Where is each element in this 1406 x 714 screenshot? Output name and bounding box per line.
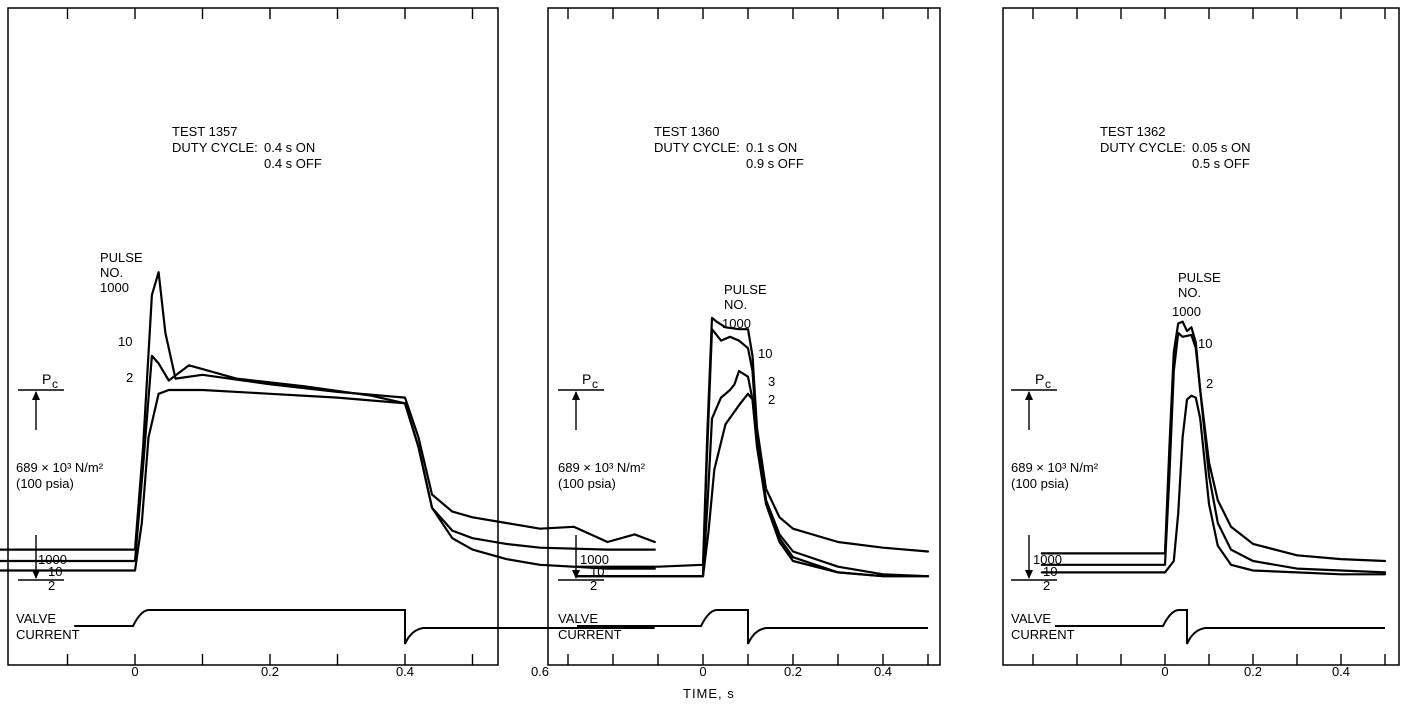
peak-label-3: 3 — [768, 374, 775, 389]
scale-label-si: 689 × 10³ N/m² — [558, 460, 646, 475]
pulse-header-line2: NO. — [1178, 285, 1201, 300]
scale-label-si: 689 × 10³ N/m² — [1011, 460, 1099, 475]
pc-arrowhead-up — [1025, 391, 1033, 400]
shared-xlabel: TIME, s — [683, 686, 735, 701]
pulse-header-line1: PULSE — [100, 250, 143, 265]
trace-pulse-2 — [1040, 394, 1387, 576]
peak-label-10: 10 — [758, 346, 772, 361]
valve-label-line2: CURRENT — [558, 627, 622, 642]
pc-arrowhead-up — [572, 391, 580, 400]
pc-arrowhead-up — [32, 391, 40, 400]
baseline-label-10: 10 — [1043, 564, 1057, 579]
valve-current-trace — [577, 609, 928, 645]
baseline-label-1000: 1000 — [1033, 552, 1062, 567]
trace-pulse-2 — [575, 392, 930, 578]
baseline-label-10: 10 — [590, 564, 604, 579]
trace-pulse-10 — [575, 328, 930, 578]
baseline-label-2: 2 — [48, 578, 55, 593]
panel-frame — [7, 7, 499, 666]
duty-on-label: 0.05 s ON — [1192, 140, 1251, 155]
trace-pulse-3 — [575, 369, 930, 578]
pc-label: P — [582, 371, 591, 387]
trace-pulse-10 — [0, 354, 656, 563]
pc-subscript: c — [592, 377, 598, 391]
x-tick-label: 0.4 — [1332, 664, 1350, 679]
pc-arrowhead-down — [1025, 570, 1033, 579]
pc-subscript: c — [52, 377, 58, 391]
test-label: TEST 1362 — [1100, 124, 1166, 139]
baseline-label-1000: 1000 — [580, 552, 609, 567]
x-tick-label: 0 — [131, 664, 138, 679]
x-tick-label: 0.6 — [531, 664, 549, 679]
scale-label-psia: (100 psia) — [1011, 476, 1069, 491]
duty-off-label: 0.4 s OFF — [264, 156, 322, 171]
scale-label-psia: (100 psia) — [558, 476, 616, 491]
pulse-header-line1: PULSE — [724, 282, 767, 297]
scale-label-si: 689 × 10³ N/m² — [16, 460, 104, 475]
peak-label-10: 10 — [118, 334, 132, 349]
pulse-header-line2: NO. — [724, 297, 747, 312]
valve-label-line1: VALVE — [1011, 611, 1051, 626]
pc-label: P — [1035, 371, 1044, 387]
valve-label-line2: CURRENT — [1011, 627, 1075, 642]
peak-label-1000: 1000 — [1172, 304, 1201, 319]
duty-off-label: 0.9 s OFF — [746, 156, 804, 171]
x-tick-label: 0.2 — [261, 664, 279, 679]
x-tick-label: 0.4 — [874, 664, 892, 679]
baseline-label-10: 10 — [48, 564, 62, 579]
trace-pulse-2 — [0, 388, 656, 572]
duty-off-label: 0.5 s OFF — [1192, 156, 1250, 171]
peak-label-1000: 1000 — [100, 280, 129, 295]
x-tick-label: 0.2 — [1244, 664, 1262, 679]
panel-frame — [547, 7, 941, 666]
valve-label-line1: VALVE — [558, 611, 598, 626]
x-tick-label: 0.2 — [784, 664, 802, 679]
duty-on-label: 0.4 s ON — [264, 140, 315, 155]
pc-arrowhead-down — [32, 570, 40, 579]
baseline-label-1000: 1000 — [38, 552, 67, 567]
peak-label-1000: 1000 — [722, 316, 751, 331]
x-tick-label: 0 — [1161, 664, 1168, 679]
peak-label-2: 2 — [126, 370, 133, 385]
duty-cycle-label: DUTY CYCLE: — [172, 140, 258, 155]
x-tick-label: 0 — [699, 664, 706, 679]
duty-cycle-label: DUTY CYCLE: — [654, 140, 740, 155]
trace-pulse-10 — [1040, 331, 1387, 574]
valve-label-line2: CURRENT — [16, 627, 80, 642]
trace-pulse-1000 — [0, 271, 656, 551]
pulse-header-line1: PULSE — [1178, 270, 1221, 285]
test-label: TEST 1357 — [172, 124, 238, 139]
pc-label: P — [42, 371, 51, 387]
x-tick-label: 0.4 — [396, 664, 414, 679]
duty-on-label: 0.1 s ON — [746, 140, 797, 155]
duty-cycle-label: DUTY CYCLE: — [1100, 140, 1186, 155]
panel-frame — [1002, 7, 1400, 666]
peak-label-10: 10 — [1198, 336, 1212, 351]
pulse-header-line2: NO. — [100, 265, 123, 280]
baseline-label-2: 2 — [590, 578, 597, 593]
valve-label-line1: VALVE — [16, 611, 56, 626]
valve-current-trace — [74, 609, 655, 645]
valve-current-trace — [1055, 609, 1385, 645]
scale-label-psia: (100 psia) — [16, 476, 74, 491]
peak-label-2: 2 — [768, 392, 775, 407]
peak-label-2: 2 — [1206, 376, 1213, 391]
pc-subscript: c — [1045, 377, 1051, 391]
pc-arrowhead-down — [572, 570, 580, 579]
baseline-label-2: 2 — [1043, 578, 1050, 593]
trace-pulse-1000 — [575, 316, 930, 568]
test-label: TEST 1360 — [654, 124, 720, 139]
